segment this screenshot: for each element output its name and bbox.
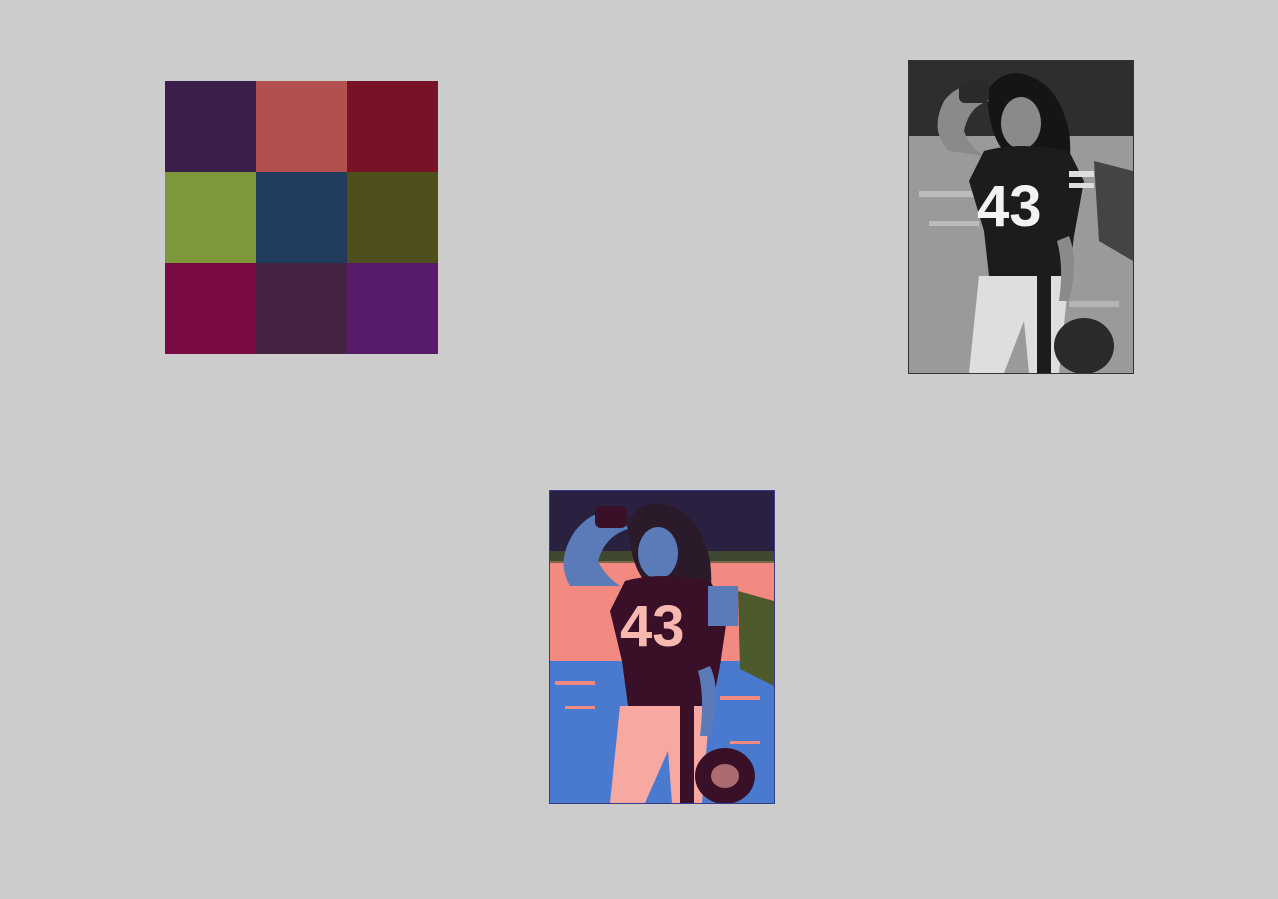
color-palette-grid	[165, 81, 438, 354]
grayscale-photo: 43	[908, 60, 1134, 374]
posterized-jersey-number: 43	[620, 594, 685, 659]
palette-swatch-6	[347, 172, 438, 263]
posterized-photo-svg: 43	[550, 491, 774, 803]
palette-swatch-5	[256, 172, 347, 263]
palette-swatch-7	[165, 263, 256, 354]
palette-swatch-9	[347, 263, 438, 354]
palette-swatch-4	[165, 172, 256, 263]
palette-swatch-1	[165, 81, 256, 172]
posterized-photo: 43	[549, 490, 775, 804]
palette-swatch-3	[347, 81, 438, 172]
palette-swatch-8	[256, 263, 347, 354]
grayscale-photo-svg: 43	[909, 61, 1133, 373]
grayscale-jersey-number: 43	[977, 174, 1042, 239]
palette-swatch-2	[256, 81, 347, 172]
